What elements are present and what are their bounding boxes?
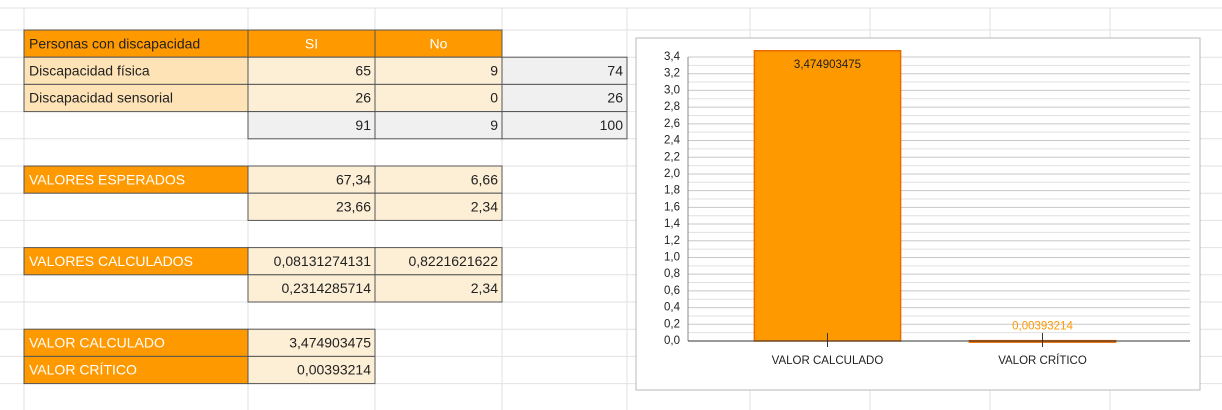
y-tick-label: 2,0 xyxy=(664,168,680,180)
cell-text: 26 xyxy=(355,90,371,106)
bar xyxy=(753,49,902,342)
cell-text: 0,00393214 xyxy=(297,362,371,378)
cell-text: 65 xyxy=(355,63,371,79)
cell-text: 6,66 xyxy=(471,171,498,187)
value-label: 3,474903475 xyxy=(794,59,861,71)
value-label: 0,00393214 xyxy=(1012,321,1073,333)
cell-text: 9 xyxy=(490,117,498,133)
cell-text: 3,474903475 xyxy=(289,335,371,351)
y-tick-label: 1,2 xyxy=(664,235,680,247)
cell-text: SI xyxy=(305,35,318,51)
y-tick-label: 2,8 xyxy=(664,101,680,113)
cell-text: Personas con discapacidad xyxy=(29,35,200,51)
cell-text: 0,08131274131 xyxy=(274,253,372,269)
cell xyxy=(247,355,376,385)
cell-text: 9 xyxy=(490,63,498,79)
y-tick-label: 3,0 xyxy=(664,84,680,96)
cell xyxy=(23,56,249,85)
y-tick-label: 0,8 xyxy=(664,268,680,280)
cell xyxy=(23,355,249,385)
cell-text: Discapacidad sensorial xyxy=(29,90,173,106)
cell xyxy=(374,56,503,85)
y-tick-label: 0,2 xyxy=(664,318,680,330)
cell xyxy=(374,247,503,276)
cell xyxy=(501,111,628,140)
cell xyxy=(247,56,376,85)
y-tick-label: 3,4 xyxy=(664,51,681,63)
y-tick-label: 2,2 xyxy=(664,151,680,163)
y-tick-label: 1,0 xyxy=(664,252,680,264)
cell xyxy=(501,56,628,85)
y-tick-label: 1,8 xyxy=(664,185,680,197)
cell xyxy=(247,83,376,113)
cell-text: No xyxy=(430,35,448,51)
chart: 0,0 0,2 0,4 0,6 0,8 1,0 1,2 1,4 1,6 1,8 2,0 2,2 2,4 2… xyxy=(664,49,1190,367)
x-tick-label: VALOR CALCULADO xyxy=(772,355,884,367)
cell xyxy=(247,165,376,194)
y-tick-label: 2,6 xyxy=(664,118,680,130)
cell-text: 0 xyxy=(490,90,498,106)
cell-text: 0,2314285714 xyxy=(281,280,371,296)
cell-text: 67,34 xyxy=(336,171,371,187)
cell-text: VALOR CRÍTICO xyxy=(29,362,137,378)
cell xyxy=(374,111,503,140)
y-tick-label: 1,4 xyxy=(664,218,681,230)
y-tick-label: 1,6 xyxy=(664,201,680,213)
cell xyxy=(374,274,503,303)
cell-text: VALOR CALCULADO xyxy=(29,335,165,351)
cell xyxy=(247,111,376,140)
cell xyxy=(23,83,249,113)
cell xyxy=(247,328,376,357)
cell-text: Discapacidad física xyxy=(29,63,150,79)
cell-text: VALORES CALCULADOS xyxy=(29,253,193,269)
cell xyxy=(23,165,249,194)
cell xyxy=(374,83,503,113)
cell xyxy=(23,328,249,357)
cell-text: 100 xyxy=(600,117,624,133)
cell xyxy=(247,192,376,221)
cell-text: 91 xyxy=(355,117,371,133)
cell-text: 23,66 xyxy=(336,199,371,215)
x-tick-label: VALOR CRÍTICO xyxy=(998,354,1087,367)
cell-text: 26 xyxy=(607,90,623,106)
y-tick-label: 0,0 xyxy=(664,335,680,347)
cell-text: 2,34 xyxy=(471,199,498,215)
cell-text: 2,34 xyxy=(471,280,498,296)
cell xyxy=(374,29,503,58)
y-tick-label: 0,6 xyxy=(664,285,680,297)
cell-text: 0,8221621622 xyxy=(408,253,498,269)
y-tick-label: 0,4 xyxy=(664,302,681,314)
cell-text: VALORES ESPERADOS xyxy=(29,171,185,187)
y-tick-label: 2,4 xyxy=(664,135,681,147)
cell xyxy=(501,83,628,113)
cell-text: 74 xyxy=(607,63,623,79)
y-tick-label: 3,2 xyxy=(664,68,680,80)
chart-frame xyxy=(635,37,1201,391)
cells: Personas con discapacidad SI No Discapacida… xyxy=(23,29,628,385)
cell xyxy=(374,192,503,221)
